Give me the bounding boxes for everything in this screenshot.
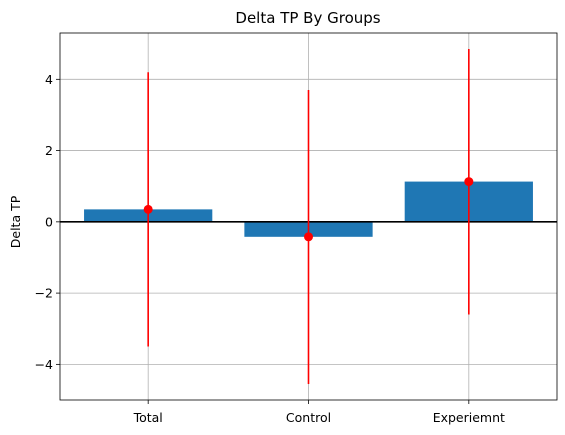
x-tick-label: Experiemnt	[433, 410, 505, 425]
mean-point-total	[143, 204, 153, 214]
y-tick-label: 2	[45, 143, 53, 158]
y-tick-label: −4	[35, 357, 53, 372]
y-tick-label: 0	[45, 214, 53, 229]
x-tick-label: Control	[286, 410, 331, 425]
mean-point-experiemnt	[464, 177, 474, 187]
y-tick-label: 4	[45, 72, 53, 87]
x-tick-label: Total	[133, 410, 163, 425]
y-axis-label: Delta TP	[8, 195, 23, 248]
y-ticks: −4 −2 0 2 4	[35, 72, 60, 372]
chart-title: Delta TP By Groups	[235, 9, 380, 27]
error-bars	[143, 49, 474, 384]
y-tick-label: −2	[35, 286, 53, 301]
mean-point-control	[304, 232, 313, 242]
x-ticks: Total Control Experiemnt	[133, 400, 505, 425]
